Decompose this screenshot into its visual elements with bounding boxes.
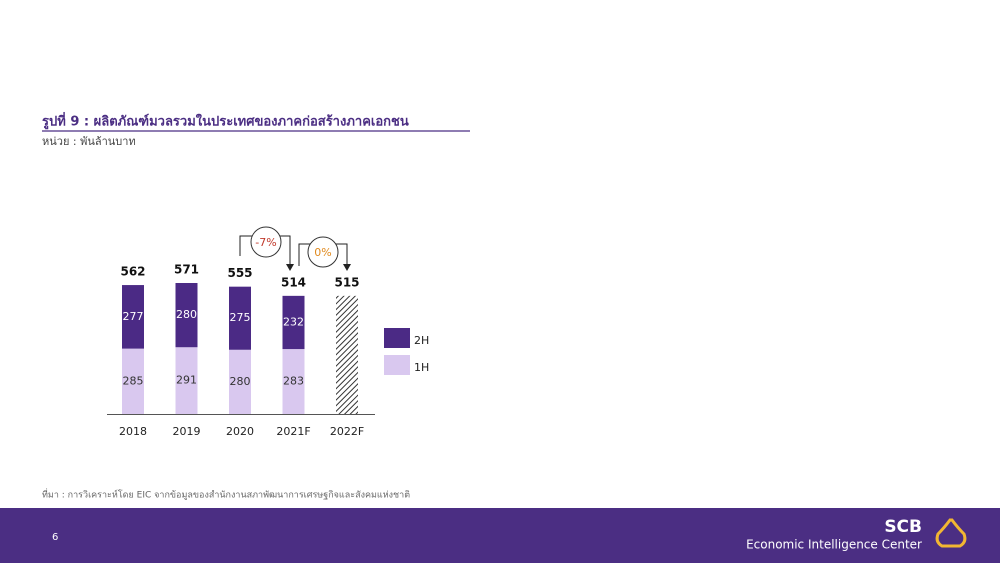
annotation: -7% bbox=[255, 236, 276, 249]
bar-segment bbox=[122, 348, 144, 414]
value-label: 280 bbox=[176, 308, 197, 321]
x-tick-label: 2021F bbox=[276, 425, 310, 438]
footer-band bbox=[0, 508, 1000, 563]
total-label: 514 bbox=[281, 275, 306, 289]
page-number: 6 bbox=[52, 532, 58, 543]
value-label: 291 bbox=[176, 374, 197, 387]
total-label: 555 bbox=[227, 266, 252, 280]
legend-label: 2H bbox=[414, 334, 429, 347]
legend-label: 1H bbox=[414, 361, 429, 374]
bar-segment bbox=[175, 347, 198, 414]
subtitle: หน่วย : พันล้านบาท bbox=[42, 135, 136, 148]
annotation: 0% bbox=[314, 246, 331, 259]
x-tick-label: 2019 bbox=[173, 425, 201, 438]
bar-segment bbox=[229, 286, 251, 350]
bar-segment bbox=[229, 349, 251, 414]
total-label: 515 bbox=[334, 275, 359, 289]
legend-swatch bbox=[384, 355, 410, 375]
value-label: 275 bbox=[230, 311, 251, 324]
x-tick-label: 2018 bbox=[119, 425, 147, 438]
brand: SCB bbox=[884, 517, 922, 537]
value-label: 232 bbox=[283, 315, 304, 328]
value-label: 277 bbox=[123, 310, 144, 323]
value-label: 280 bbox=[230, 375, 251, 388]
source: ที่มา : การวิเคราะห์โดย EIC จากข้อมูลของ… bbox=[42, 488, 410, 501]
bar-segment bbox=[282, 295, 305, 350]
total-label: 562 bbox=[120, 265, 145, 279]
annotation-arrows bbox=[286, 264, 351, 271]
org: Economic Intelligence Center bbox=[746, 538, 922, 552]
bar-segment bbox=[175, 283, 198, 348]
logo bbox=[935, 518, 967, 548]
chart-title: รูปที่ 9 : ผลิตภัณฑ์มวลรวมในประเทศของภาค… bbox=[42, 112, 409, 130]
value-label: 283 bbox=[283, 375, 304, 388]
total-label: 571 bbox=[174, 263, 199, 277]
annotation-circle bbox=[250, 226, 282, 258]
annotation-circle bbox=[307, 236, 339, 268]
x-tick-label: 2022F bbox=[330, 425, 364, 438]
x-tick-label: 2020 bbox=[226, 425, 254, 438]
bar-segment bbox=[282, 349, 305, 414]
value-label: 285 bbox=[123, 374, 144, 387]
legend-swatch bbox=[384, 328, 410, 348]
bar-segment bbox=[122, 285, 144, 349]
forecast-bar bbox=[336, 295, 358, 414]
